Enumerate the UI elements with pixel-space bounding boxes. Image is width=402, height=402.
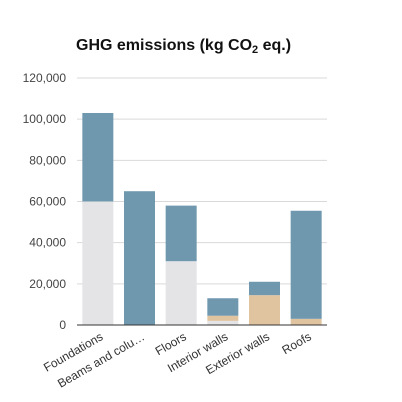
bar-segment (165, 261, 197, 325)
bar-segment (290, 318, 322, 325)
gridlines (77, 77, 327, 285)
y-tick-label: 20,000 (29, 277, 66, 291)
chart-title-main: GHG emissions (kg CO (76, 37, 253, 54)
bars (82, 112, 322, 325)
y-tick-label: 100,000 (23, 112, 67, 126)
bar-segment (249, 295, 280, 325)
chart-title-subscript: 2 (252, 44, 259, 56)
y-tick-label: 0 (59, 318, 66, 332)
bar-segment (249, 281, 280, 296)
bar-segment (82, 112, 114, 202)
y-tick-label: 40,000 (29, 236, 66, 250)
bar-segment (207, 315, 239, 321)
y-tick-label: 80,000 (29, 153, 66, 167)
bar-segment (165, 205, 197, 262)
chart-title-end: eq.) (258, 37, 292, 54)
y-tick-label: 120,000 (23, 71, 67, 85)
bar-segment (207, 298, 239, 316)
bar-segment (290, 210, 322, 319)
chart-title: GHG emissions (kg CO2 eq.) (76, 37, 291, 56)
bar-segment (124, 191, 155, 325)
x-tick-label: Roofs (280, 329, 314, 357)
y-tick-label: 60,000 (29, 195, 66, 209)
bar-segment (82, 201, 114, 325)
bar-segment (207, 320, 239, 325)
y-axis-ticks: 0 20,000 40,000 60,000 80,000 100,000 120,000 (23, 71, 67, 332)
